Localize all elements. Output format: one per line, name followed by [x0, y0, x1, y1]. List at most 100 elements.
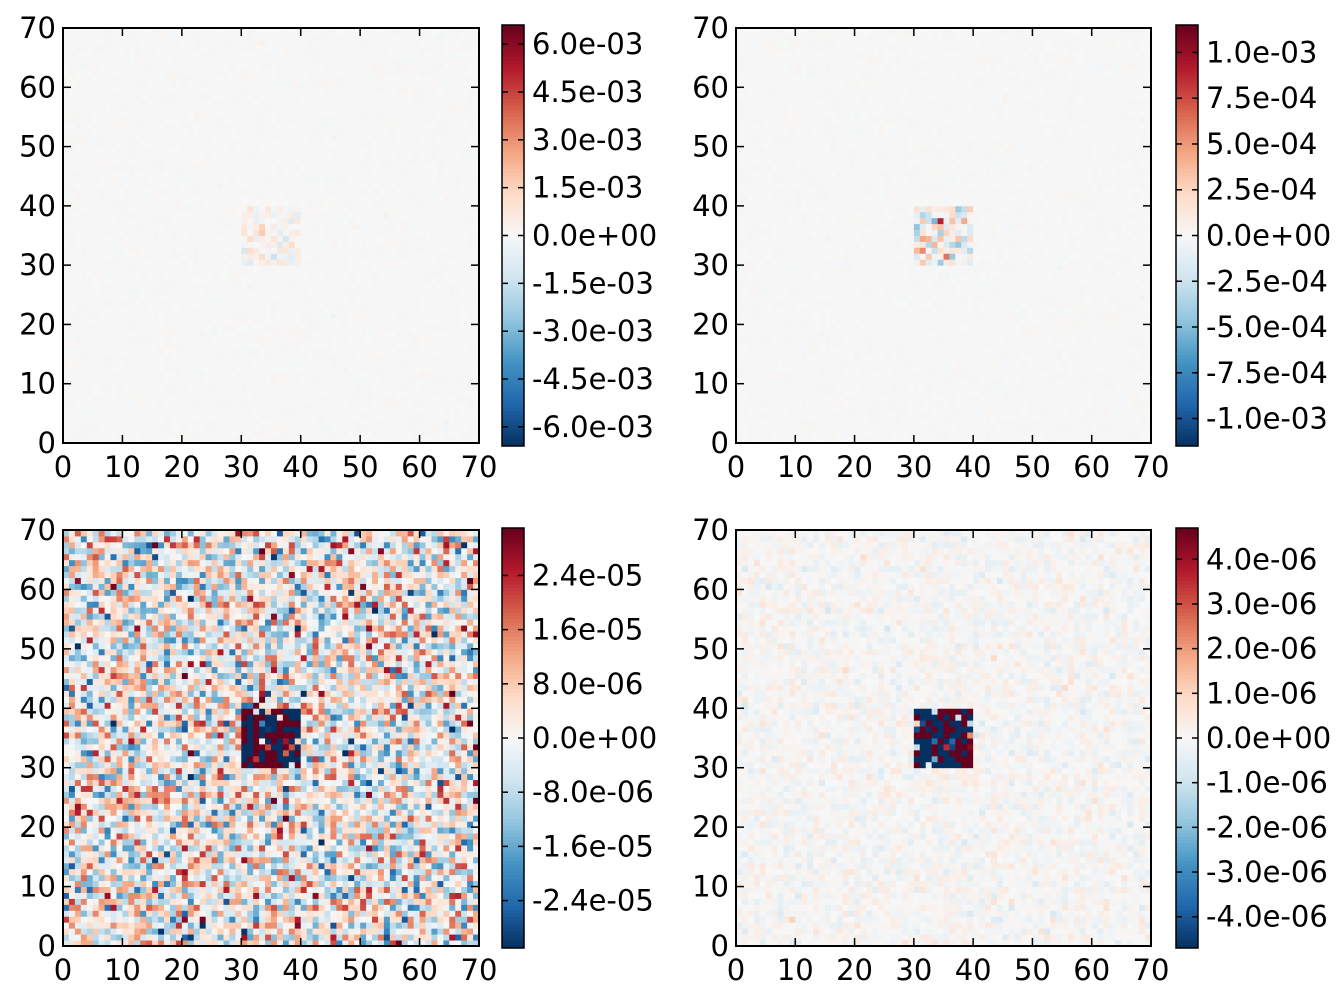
heatmap-cell — [455, 75, 462, 82]
heatmap-cell — [259, 188, 266, 195]
heatmap-cell — [348, 211, 355, 219]
heatmap-cell — [306, 336, 314, 343]
heatmap-cell — [360, 312, 367, 319]
heatmap-cell — [300, 413, 308, 420]
colorbar-segment — [502, 319, 524, 324]
heatmap-cell — [164, 105, 171, 112]
heatmap-cell — [193, 57, 201, 65]
heatmap-cell — [330, 105, 337, 112]
heatmap-cell — [461, 45, 468, 53]
colorbar-segment — [502, 435, 524, 440]
heatmap-cell — [431, 105, 438, 112]
heatmap-cell — [169, 336, 177, 343]
heatmap-cell — [181, 360, 189, 367]
heatmap-cell — [336, 229, 343, 236]
heatmap-cell — [383, 294, 391, 302]
heatmap-cell — [383, 45, 391, 53]
heatmap-cell — [217, 389, 224, 397]
heatmap-cell — [461, 419, 468, 426]
heatmap-cell — [276, 419, 284, 426]
heatmap-cell — [104, 28, 111, 35]
y-tick-label: 0 — [38, 426, 56, 460]
heatmap-cell — [74, 354, 82, 361]
heatmap-cell — [140, 354, 147, 361]
heatmap-cell — [306, 63, 314, 70]
heatmap-cell — [235, 247, 242, 254]
heatmap-cell — [419, 229, 426, 236]
heatmap-cell — [205, 259, 213, 266]
heatmap-cell — [199, 176, 207, 183]
heatmap-cell — [383, 146, 391, 153]
heatmap-cell — [389, 371, 397, 379]
heatmap-cell — [467, 188, 474, 195]
heatmap-cell — [181, 223, 189, 231]
heatmap-cell — [217, 140, 224, 148]
heatmap-cell — [181, 294, 189, 302]
heatmap-cell — [74, 28, 82, 35]
heatmap-cell — [437, 425, 444, 432]
heatmap-cell — [247, 152, 254, 159]
heatmap-cell — [235, 413, 242, 420]
heatmap-cell — [116, 223, 123, 231]
heatmap-cell — [342, 360, 349, 367]
heatmap-cell — [377, 389, 385, 397]
heatmap-cell — [461, 140, 468, 148]
heatmap-cell — [461, 39, 468, 47]
heatmap-cell — [395, 241, 403, 248]
heatmap-cell — [265, 134, 272, 142]
heatmap-cell — [318, 247, 325, 254]
heatmap-cell — [92, 312, 100, 319]
heatmap-cell — [175, 33, 183, 41]
heatmap-cell — [271, 105, 278, 112]
heatmap-cell — [223, 33, 230, 41]
heatmap-cell — [110, 241, 117, 248]
heatmap-cell — [395, 401, 403, 408]
heatmap-cell — [235, 282, 242, 290]
heatmap-cell — [401, 277, 409, 284]
heatmap-cell — [372, 176, 379, 183]
heatmap-cell — [259, 128, 266, 136]
heatmap-cell — [169, 217, 177, 225]
heatmap-cell — [193, 158, 201, 165]
heatmap-cell — [80, 413, 88, 420]
heatmap-cell — [140, 105, 147, 112]
heatmap-cell — [199, 294, 207, 302]
heatmap-cell — [360, 111, 367, 118]
heatmap-cell — [431, 253, 438, 260]
heatmap-cell — [407, 223, 415, 231]
heatmap-cell — [300, 134, 308, 142]
heatmap-cell — [300, 348, 308, 355]
heatmap-cell — [360, 342, 367, 349]
heatmap-cell — [324, 294, 331, 302]
heatmap-cell — [110, 164, 117, 171]
heatmap-cell — [235, 152, 242, 159]
heatmap-cell — [401, 312, 409, 319]
heatmap-cell — [318, 277, 325, 284]
heatmap-cell — [401, 69, 409, 76]
heatmap-cell — [235, 158, 242, 165]
heatmap-cell — [413, 259, 421, 266]
heatmap-cell — [419, 217, 426, 225]
heatmap-cell — [158, 28, 165, 35]
heatmap-cell — [407, 336, 415, 343]
heatmap-cell — [116, 395, 123, 402]
heatmap-cell — [467, 294, 474, 302]
heatmap-cell — [205, 247, 213, 254]
heatmap-cell — [413, 371, 421, 379]
heatmap-cell — [271, 288, 278, 296]
heatmap-cell — [312, 63, 319, 70]
heatmap-cell — [223, 235, 230, 242]
heatmap-cell — [312, 140, 319, 148]
heatmap-cell — [128, 300, 135, 308]
heatmap-cell — [223, 51, 230, 59]
heatmap-cell — [348, 194, 355, 201]
heatmap-cell — [128, 33, 135, 41]
heatmap-cell — [282, 28, 290, 35]
heatmap-cell — [134, 247, 141, 254]
heatmap-cell — [235, 271, 242, 278]
heatmap-cell — [104, 63, 111, 70]
heatmap-cell — [419, 51, 426, 59]
heatmap-cell — [187, 182, 195, 189]
heatmap-cell — [312, 116, 319, 124]
heatmap-cell — [104, 45, 111, 53]
